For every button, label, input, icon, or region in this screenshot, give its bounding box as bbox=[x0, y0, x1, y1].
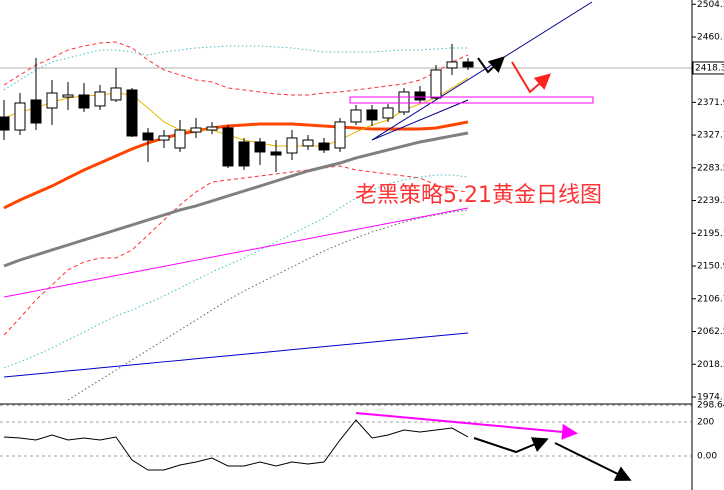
candle-body bbox=[302, 139, 314, 147]
candle-body bbox=[238, 141, 250, 167]
candle-body bbox=[414, 91, 426, 101]
candle-body bbox=[254, 141, 266, 153]
y-tick-label: 2460.10 bbox=[697, 33, 724, 43]
arrow bbox=[473, 437, 549, 454]
candle-body bbox=[206, 126, 218, 131]
y-tick-label: 2283.50 bbox=[697, 163, 724, 173]
y-tick-label: 2504.30 bbox=[697, 0, 724, 10]
arrow bbox=[511, 61, 551, 94]
y-tick-label: 2239.30 bbox=[697, 196, 724, 206]
candle-body bbox=[126, 89, 138, 137]
arrow bbox=[355, 412, 578, 440]
candle-body bbox=[430, 69, 442, 99]
y-tick-label: 2327.70 bbox=[697, 131, 724, 141]
overlay-line bbox=[3, 41, 469, 96]
y-tick-label: 2106.70 bbox=[697, 294, 724, 304]
candle-body bbox=[142, 132, 154, 141]
last-price-box bbox=[692, 61, 724, 75]
y-tick-label: 2195.10 bbox=[697, 229, 724, 239]
candle-body bbox=[222, 127, 234, 167]
overlay-line bbox=[3, 174, 469, 369]
candle-body bbox=[190, 127, 202, 133]
indicator-pane bbox=[0, 404, 692, 471]
candle-body bbox=[14, 102, 26, 131]
overlay-line bbox=[3, 207, 469, 298]
y-tick-label: 1974.10 bbox=[697, 393, 724, 403]
y-tick-label: 298.64 bbox=[697, 401, 724, 411]
candle-body bbox=[174, 129, 186, 149]
overlay-line bbox=[3, 45, 468, 91]
trend-line bbox=[371, 99, 469, 141]
candle-body bbox=[30, 99, 42, 124]
candle-body bbox=[366, 109, 378, 121]
trend-line bbox=[371, 1, 593, 141]
price-pane bbox=[0, 41, 692, 401]
arrow bbox=[477, 56, 505, 74]
y-tick-label: 2371.90 bbox=[697, 98, 724, 108]
candle-body bbox=[62, 94, 74, 98]
candle-body bbox=[382, 107, 394, 119]
candle-body bbox=[0, 116, 10, 131]
candle-body bbox=[318, 142, 330, 151]
overlay-line bbox=[3, 131, 469, 268]
candle-body bbox=[270, 151, 282, 156]
arrow bbox=[554, 442, 632, 481]
candle-body bbox=[446, 61, 458, 69]
candle-body bbox=[334, 121, 346, 149]
chart-title: 老黑策略5.21黄金日线图 bbox=[355, 183, 602, 208]
annotations bbox=[349, 1, 632, 481]
zone-box bbox=[349, 96, 594, 104]
overlay-line bbox=[3, 165, 469, 336]
candle-body bbox=[94, 91, 106, 107]
candle-body bbox=[46, 92, 58, 109]
last-price-label: 2418.3 bbox=[695, 63, 724, 73]
y-tick-label: 200 bbox=[697, 418, 714, 428]
indicator-line bbox=[3, 419, 469, 471]
overlay-line bbox=[3, 120, 469, 210]
y-tick-label: 2150.90 bbox=[697, 262, 724, 272]
candle-body bbox=[398, 91, 410, 113]
candle-body bbox=[286, 137, 298, 154]
candle-body bbox=[158, 135, 170, 141]
y-tick-label: 0.00 bbox=[697, 452, 717, 462]
candle-body bbox=[110, 87, 122, 101]
y-tick-label: 2062.50 bbox=[697, 327, 724, 337]
candle-body bbox=[350, 109, 362, 123]
candle-body bbox=[462, 61, 474, 68]
overlay-line bbox=[3, 332, 469, 378]
y-tick-label: 2018.30 bbox=[697, 360, 724, 370]
candle-body bbox=[78, 94, 90, 109]
